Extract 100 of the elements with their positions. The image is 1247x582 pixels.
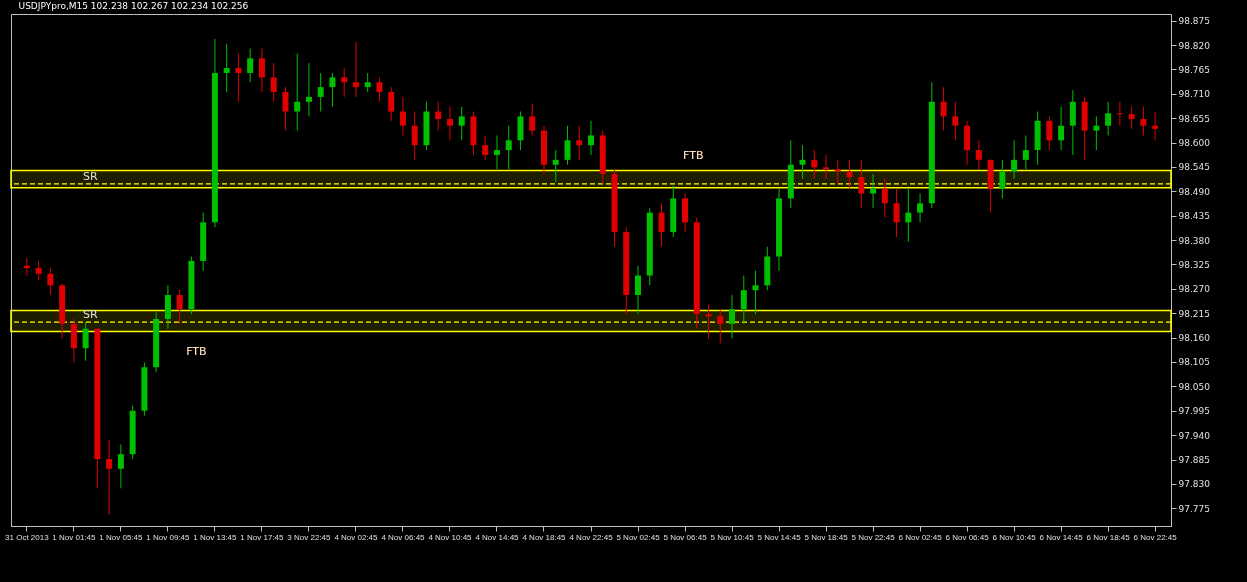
candlestick (1116, 101, 1123, 127)
candlestick (317, 72, 324, 113)
candlestick (517, 111, 524, 151)
candlestick (117, 443, 124, 489)
x-tick-label: 4 Nov 02:45 (334, 532, 379, 542)
y-tick-label: 98.270 (1178, 284, 1211, 295)
candlestick (576, 125, 583, 161)
candlestick (823, 154, 830, 180)
candlestick (35, 260, 42, 281)
candlestick (106, 439, 113, 516)
candlestick (247, 48, 254, 83)
candlestick (799, 144, 806, 180)
x-tick-label: 6 Nov 02:45 (898, 532, 943, 542)
x-tick-label: 5 Nov 06:45 (663, 532, 708, 542)
y-tick-label: 97.775 (1178, 503, 1210, 514)
y-tick-label: 98.710 (1178, 89, 1211, 100)
x-tick-label: 4 Nov 10:45 (428, 532, 473, 542)
candlestick (658, 202, 665, 248)
y-tick-label: 98.380 (1178, 235, 1211, 246)
y-tick-label: 98.765 (1178, 64, 1210, 75)
x-tick-label: 6 Nov 18:45 (1086, 532, 1131, 542)
annotation: FTB (683, 148, 704, 162)
candlestick (505, 125, 512, 170)
y-tick-label: 98.545 (1178, 162, 1210, 173)
candlestick (858, 159, 865, 209)
y-tick-label: 98.050 (1178, 381, 1211, 392)
candlestick (705, 303, 712, 339)
y-tick-label: 98.820 (1178, 40, 1211, 51)
candlestick (341, 67, 348, 98)
candlestick (482, 134, 489, 161)
x-tick-label: 5 Nov 10:45 (710, 532, 755, 542)
candlestick (940, 86, 947, 132)
candlestick (846, 159, 853, 190)
x-tick-label: 5 Nov 22:45 (851, 532, 896, 542)
candlestick (752, 270, 759, 315)
candlestick (999, 159, 1006, 199)
candlestick (23, 257, 30, 277)
x-tick-label: 4 Nov 06:45 (381, 532, 426, 542)
x-tick-label: 1 Nov 05:45 (99, 532, 144, 542)
x-tick-label: 1 Nov 09:45 (146, 532, 191, 542)
y-tick-label: 98.325 (1178, 259, 1210, 270)
candlestick (176, 289, 183, 325)
candlestick (282, 86, 289, 132)
candlestick (235, 52, 242, 103)
y-tick-label: 98.160 (1178, 333, 1211, 344)
candlestick (47, 267, 54, 296)
candlestick (1058, 106, 1065, 151)
candlestick (1046, 115, 1053, 151)
candlestick (294, 52, 301, 132)
y-tick-label: 97.830 (1178, 479, 1211, 490)
candlestick (552, 149, 559, 183)
candlestick (1022, 134, 1029, 170)
candlestick (1140, 106, 1147, 136)
x-tick-label: 6 Nov 14:45 (1039, 532, 1084, 542)
x-tick-label: 5 Nov 02:45 (616, 532, 661, 542)
y-tick-label: 98.215 (1178, 308, 1210, 319)
x-tick-label: 1 Nov 01:45 (52, 532, 96, 542)
candlestick (376, 76, 383, 103)
candlestick (564, 125, 571, 166)
candlestick (740, 275, 747, 325)
x-tick-label: 3 Nov 22:45 (287, 532, 332, 542)
candlestick (588, 120, 594, 156)
candlestick (729, 294, 736, 339)
candlestick (352, 41, 359, 98)
candlestick (82, 321, 89, 362)
candlestick (717, 308, 724, 344)
y-tick-label: 97.940 (1178, 430, 1211, 441)
candlestick (458, 106, 465, 141)
candlestick (811, 149, 818, 180)
candlestick (975, 139, 982, 170)
candlestick (270, 62, 277, 103)
x-tick-label: 4 Nov 22:45 (569, 532, 614, 542)
candlestick (529, 103, 536, 136)
ref-line-label: SR (83, 169, 98, 183)
candlestick (164, 284, 171, 330)
candlestick (952, 101, 959, 141)
candlestick (1128, 106, 1135, 130)
candlestick (893, 188, 900, 238)
candlestick (258, 48, 265, 93)
x-tick-label: 1 Nov 13:45 (193, 532, 238, 542)
candlestick (834, 159, 841, 185)
y-tick-label: 98.435 (1178, 211, 1210, 222)
x-tick-label: 6 Nov 06:45 (945, 532, 990, 542)
candlestick (1105, 101, 1112, 136)
candlestick (493, 134, 500, 170)
candlestick (446, 106, 453, 141)
chart-title: USDJPYpro,M15 102.238 102.267 102.234 102.256 (18, 1, 249, 11)
candlestick (635, 265, 642, 315)
candlestick (1011, 139, 1018, 180)
x-tick-label: 6 Nov 10:45 (992, 532, 1037, 542)
y-tick-label: 98.600 (1178, 138, 1211, 149)
candlestick (905, 188, 912, 243)
y-tick-label: 98.105 (1178, 357, 1210, 368)
candlestick (870, 173, 877, 209)
y-tick-label: 98.875 (1178, 16, 1210, 27)
y-tick-label: 98.655 (1178, 113, 1210, 124)
candlestick (305, 62, 312, 117)
candlestick (1093, 115, 1100, 151)
y-tick-label: 98.490 (1178, 186, 1211, 197)
candlestick (399, 96, 406, 136)
